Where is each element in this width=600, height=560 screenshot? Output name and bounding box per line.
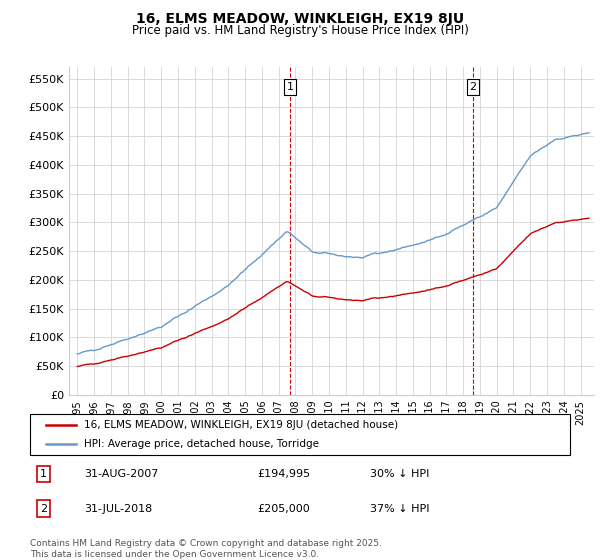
FancyBboxPatch shape — [30, 414, 570, 455]
Text: HPI: Average price, detached house, Torridge: HPI: Average price, detached house, Torr… — [84, 439, 319, 449]
Text: Contains HM Land Registry data © Crown copyright and database right 2025.
This d: Contains HM Land Registry data © Crown c… — [30, 539, 382, 559]
Text: 31-JUL-2018: 31-JUL-2018 — [84, 504, 152, 514]
Text: 2: 2 — [469, 82, 476, 92]
Text: 37% ↓ HPI: 37% ↓ HPI — [370, 504, 430, 514]
Text: 1: 1 — [40, 469, 47, 479]
Text: £205,000: £205,000 — [257, 504, 310, 514]
Text: 30% ↓ HPI: 30% ↓ HPI — [370, 469, 430, 479]
Text: Price paid vs. HM Land Registry's House Price Index (HPI): Price paid vs. HM Land Registry's House … — [131, 24, 469, 37]
Text: £194,995: £194,995 — [257, 469, 310, 479]
Text: 31-AUG-2007: 31-AUG-2007 — [84, 469, 158, 479]
Text: 16, ELMS MEADOW, WINKLEIGH, EX19 8JU: 16, ELMS MEADOW, WINKLEIGH, EX19 8JU — [136, 12, 464, 26]
Text: 1: 1 — [286, 82, 293, 92]
Text: 2: 2 — [40, 504, 47, 514]
Text: 16, ELMS MEADOW, WINKLEIGH, EX19 8JU (detached house): 16, ELMS MEADOW, WINKLEIGH, EX19 8JU (de… — [84, 421, 398, 430]
